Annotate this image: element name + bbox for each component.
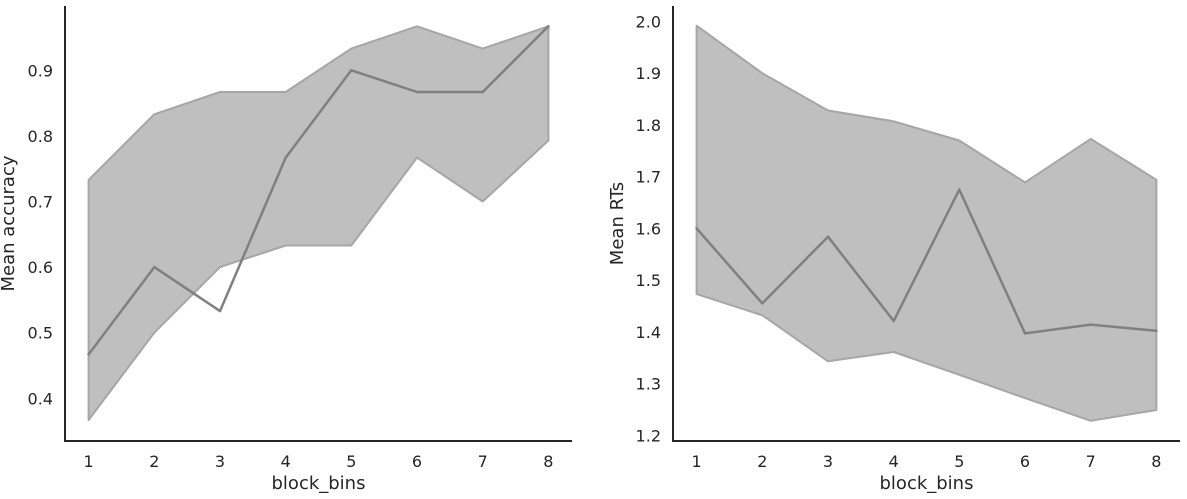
accuracy-x-tick-label: 8: [543, 452, 553, 471]
rt-point-8: [1155, 329, 1158, 332]
rt-x-tick-label: 4: [889, 452, 899, 471]
rt-x-axis-title: block_bins: [880, 473, 974, 494]
accuracy-y-tick-label: 0.7: [28, 193, 53, 212]
rt-point-4: [892, 319, 895, 323]
rt-x-tick-label: 3: [823, 452, 833, 471]
rt-point-6: [1023, 332, 1027, 335]
rt-panel: 1 2 3 4 5 6 7 8 1.2 1.3 1.4 1.5 1.6 1.7 1.8 1.9 2.0 block…: [607, 6, 1180, 494]
accuracy-point-8: [547, 25, 550, 28]
accuracy-mean-line: [87, 25, 550, 356]
accuracy-ci-band: [87, 25, 550, 421]
accuracy-y-axis-title: Mean accuracy: [0, 155, 19, 291]
accuracy-y-tick-label: 0.9: [28, 61, 53, 80]
accuracy-x-tick-label: 3: [215, 452, 225, 471]
accuracy-point-3: [218, 309, 222, 313]
rt-y-tick-label: 2.0: [636, 13, 661, 32]
accuracy-x-tick-label: 1: [84, 452, 94, 471]
accuracy-panel: 1 2 3 4 5 6 7 8 0.4 0.5 0.6 0.7 0.8 0.9 block_bins Mean…: [0, 6, 572, 494]
accuracy-point-1: [87, 353, 90, 356]
rt-y-axis-title: Mean RTs: [607, 182, 628, 265]
rt-y-tick-label: 1.4: [636, 323, 661, 342]
accuracy-point-6: [415, 90, 419, 94]
rt-x-tick-label: 5: [954, 452, 964, 471]
accuracy-x-tick-label: 7: [478, 452, 488, 471]
rt-y-tick-label: 1.8: [636, 116, 661, 135]
accuracy-y-tick-label: 0.6: [28, 258, 53, 277]
rt-x-tick-label: 1: [692, 452, 702, 471]
accuracy-point-4: [284, 156, 287, 159]
rt-y-tick-label: 1.3: [636, 375, 661, 394]
accuracy-y-tick-label: 0.4: [28, 389, 53, 408]
rt-y-tick-label: 1.6: [636, 219, 661, 238]
rt-y-tick-label: 1.7: [636, 168, 661, 187]
accuracy-x-tick-label: 2: [149, 452, 159, 471]
rt-point-3: [826, 235, 830, 238]
rt-x-tick-label: 6: [1020, 452, 1030, 471]
rt-point-7: [1089, 323, 1092, 326]
rt-y-tick-label: 1.2: [636, 426, 661, 445]
rt-point-5: [958, 188, 961, 191]
rt-point-2: [761, 302, 764, 305]
rt-mean-line: [695, 188, 1158, 335]
accuracy-x-tick-label: 6: [412, 452, 422, 471]
rt-x-tick-label: 7: [1086, 452, 1096, 471]
accuracy-y-tick-label: 0.5: [28, 324, 53, 343]
rt-x-tick-label: 8: [1151, 452, 1161, 471]
accuracy-y-tick-label: 0.8: [28, 127, 53, 146]
accuracy-x-axis-title: block_bins: [272, 473, 366, 494]
rt-y-tick-label: 1.9: [636, 64, 661, 83]
rt-y-tick-label: 1.5: [636, 271, 661, 290]
rt-point-1: [695, 227, 698, 230]
accuracy-point-5: [350, 69, 353, 72]
accuracy-point-2: [153, 265, 156, 269]
accuracy-x-tick-label: 5: [346, 452, 356, 471]
accuracy-point-7: [481, 90, 484, 94]
rt-x-tick-label: 2: [757, 452, 767, 471]
rt-ci-band: [695, 24, 1158, 422]
accuracy-x-tick-label: 4: [281, 452, 291, 471]
